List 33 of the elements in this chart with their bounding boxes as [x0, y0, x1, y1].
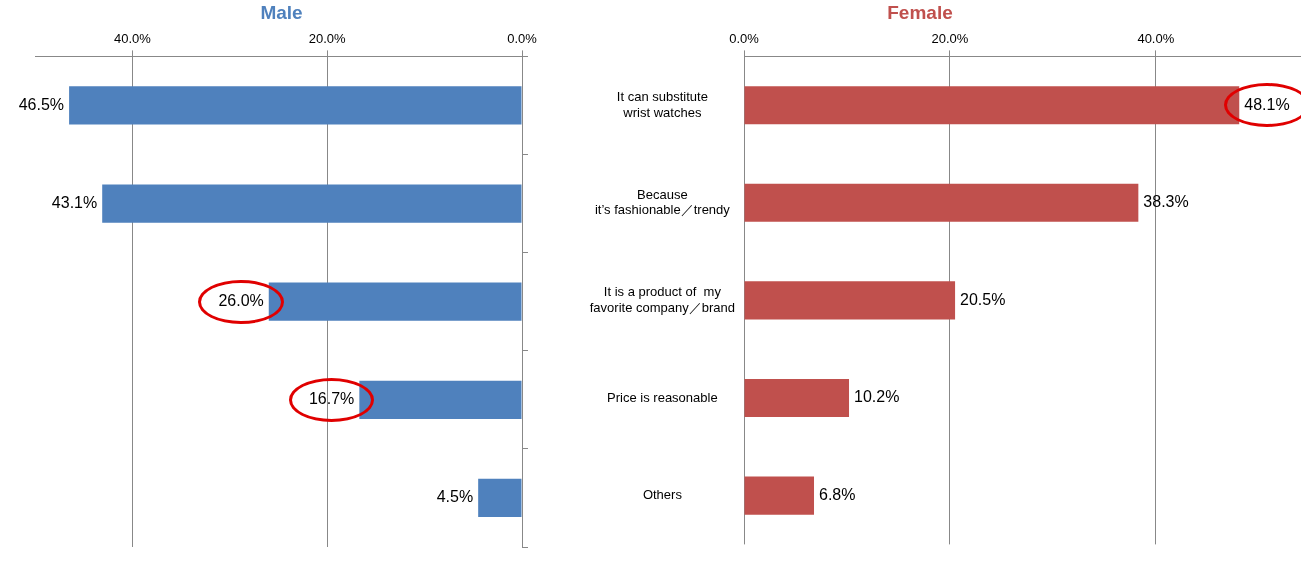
bar	[359, 380, 522, 419]
bar	[102, 184, 522, 223]
data-label: 38.3%	[1143, 193, 1189, 211]
data-label: 4.5%	[436, 488, 474, 506]
x-tick-label: 20.0%	[308, 31, 347, 47]
x-tick-label: 0.0%	[729, 31, 760, 47]
x-tick-label: 0.0%	[507, 31, 538, 47]
data-label: 46.5%	[18, 95, 65, 113]
bar	[744, 281, 956, 320]
data-label: 16.7%	[308, 390, 355, 408]
data-label: 48.1%	[1244, 95, 1290, 113]
bar	[268, 282, 522, 321]
data-label: 10.2%	[854, 388, 900, 406]
chart-title: Male	[260, 1, 303, 23]
y-tick-label: Because it’s fashionable／trendy	[594, 186, 731, 218]
bar	[744, 86, 1240, 125]
chart-title: Female	[887, 1, 953, 23]
y-tick-label: It can substitute wrist watches	[616, 88, 708, 120]
y-tick-label: Others	[642, 487, 683, 503]
bar	[744, 378, 850, 418]
bar	[744, 183, 1139, 222]
x-tick-label: 20.0%	[931, 31, 969, 47]
x-tick-label: 40.0%	[1137, 31, 1175, 47]
data-label: 6.8%	[819, 486, 856, 504]
x-tick-label: 40.0%	[113, 31, 152, 47]
y-tick-label: Price is reasonable	[607, 389, 718, 405]
y-tick-label: It is a product of my favorite company／brand	[589, 284, 735, 315]
bar	[478, 478, 522, 518]
data-label: 20.5%	[960, 290, 1006, 308]
data-label: 43.1%	[51, 193, 98, 211]
bar	[69, 86, 522, 125]
data-label: 26.0%	[218, 292, 264, 310]
bar	[744, 476, 815, 515]
